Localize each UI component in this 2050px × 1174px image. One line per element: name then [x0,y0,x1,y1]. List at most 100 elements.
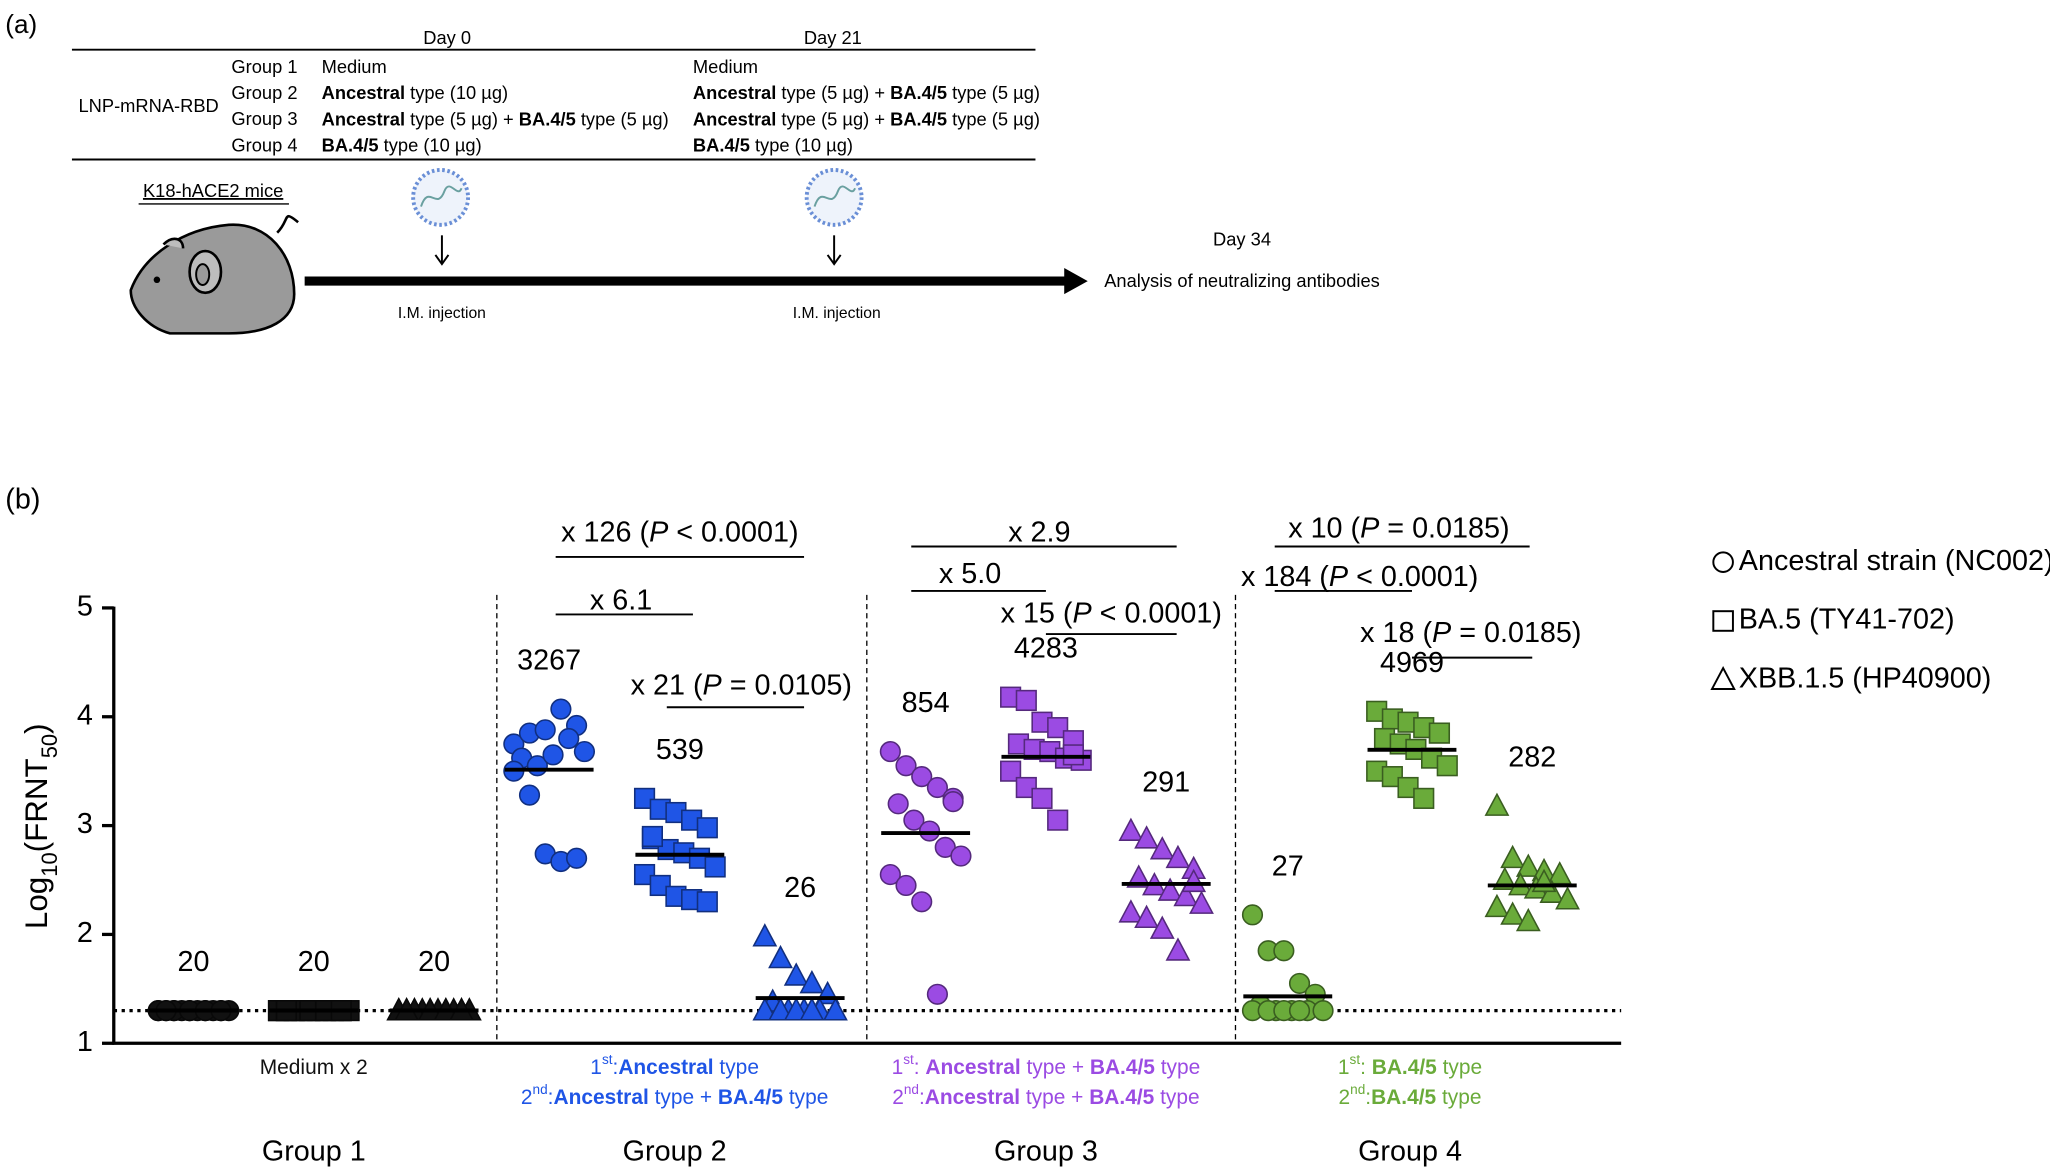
point [550,698,572,720]
injection-label: I.M. injection [793,305,881,322]
text-run: P [649,516,668,548]
text-run: 1 [1338,1056,1350,1079]
point [641,825,663,848]
text-run: type (5 µg) [576,108,669,129]
text-run: Ancestral [322,82,405,103]
text-run: type [1436,1086,1481,1109]
point [879,863,901,886]
text-run: x 2.9 [1008,516,1070,548]
point [633,787,656,809]
text-run: 50 [38,734,63,758]
text-run: 2 [1339,1086,1351,1109]
comparison-label: x 18 (P = 0.0185) [1360,617,1581,649]
point [1381,766,1403,788]
point [1157,877,1183,901]
gmt-label: 4969 [1380,647,1444,679]
text-run: Medium x 2 [260,1056,368,1079]
point [1413,787,1435,809]
text-run: st [903,1052,914,1067]
point [704,856,726,878]
text-run: : [548,1086,554,1109]
arrow [434,235,842,266]
point [926,776,948,799]
day21-regimen: Ancestral type (5 µg) + BA.4/5 type (5 µ… [693,82,1040,103]
text-run: Medium [693,56,758,77]
point [1118,817,1144,841]
gmt-label: 26 [784,872,816,904]
point [1273,940,1295,962]
gmt-label: 27 [1272,850,1304,882]
text-run: 1 [590,1056,602,1079]
endpoint-label: Analysis of neutralizing antibodies [1104,270,1380,291]
text-run: Ancestral [925,1056,1020,1079]
text-run: 2 [521,1086,533,1109]
text-run: type [1154,1086,1199,1109]
text-run: BA.4/5 [519,108,576,129]
point [573,740,596,763]
text-run: type (10 µg) [405,82,508,103]
text-run: x 184 ( [1241,560,1329,592]
text-run: type (5 µg) + [776,82,890,103]
text-run: 2 [892,1086,904,1109]
group-name: Group 2 [623,1136,727,1168]
point [1134,825,1160,849]
comparison-label: x 2.9 [1008,516,1070,548]
text-run: st [602,1052,613,1067]
legend-label: BA.5 (TY41-702) [1739,604,1955,636]
text-run: : [613,1056,619,1079]
text-run: P [1432,617,1451,649]
point [1165,937,1191,961]
point [1015,776,1037,799]
point [752,997,778,1021]
point [918,820,941,842]
text-run: Ancestral [618,1056,713,1079]
text-run: x 126 ( [561,516,649,548]
comparison-label: x 15 (P < 0.0001) [1001,597,1222,629]
point [1047,809,1069,831]
text-run: BA.4/5 [890,82,947,103]
point [1555,886,1580,910]
text-run: type + [1021,1056,1090,1079]
gmt-label: 282 [1508,742,1556,774]
injection-label: I.M. injection [398,305,486,322]
text-run: Ancestral [693,108,776,129]
point [1241,904,1264,926]
point [565,847,588,869]
text-run: nd [533,1082,548,1097]
text-run: BA.4/5 [1089,1086,1154,1109]
point [911,891,933,913]
text-run: P [703,669,722,701]
text-run: BA.4/5 [322,134,379,155]
gmt-label: 854 [902,687,950,719]
text-run: P [1073,597,1092,629]
text-run: P [1360,512,1379,544]
point [783,997,809,1021]
point [696,817,718,839]
point [1312,1000,1334,1022]
timeline-head [1064,268,1088,295]
text-run: P [1329,560,1348,592]
text-run: = 0.0105) [722,669,852,701]
point [1015,689,1037,712]
text-run: BA.4/5 [1090,1056,1155,1079]
point [1484,792,1510,816]
point [887,793,909,815]
mice-label: K18-hACE2 mice [143,180,283,201]
text-run: type [714,1056,759,1079]
text-run: type (5 µg) + [776,108,890,129]
comparison-label: x 126 (P < 0.0001) [561,516,798,548]
point [1165,844,1191,869]
regimen-label: 2nd:Ancestral type + BA.4/5 type [892,1082,1199,1108]
point [542,744,564,766]
point [534,719,556,741]
mouse-icon [129,215,299,335]
point [1484,893,1510,918]
point [1118,899,1144,923]
point [1134,904,1160,929]
legend-symbol [1710,665,1736,690]
legend-label: Ancestral strain (NC002) [1739,545,2050,577]
point [1173,882,1199,907]
text-run: Medium [322,56,387,77]
point [1031,787,1053,809]
point [1515,907,1541,932]
